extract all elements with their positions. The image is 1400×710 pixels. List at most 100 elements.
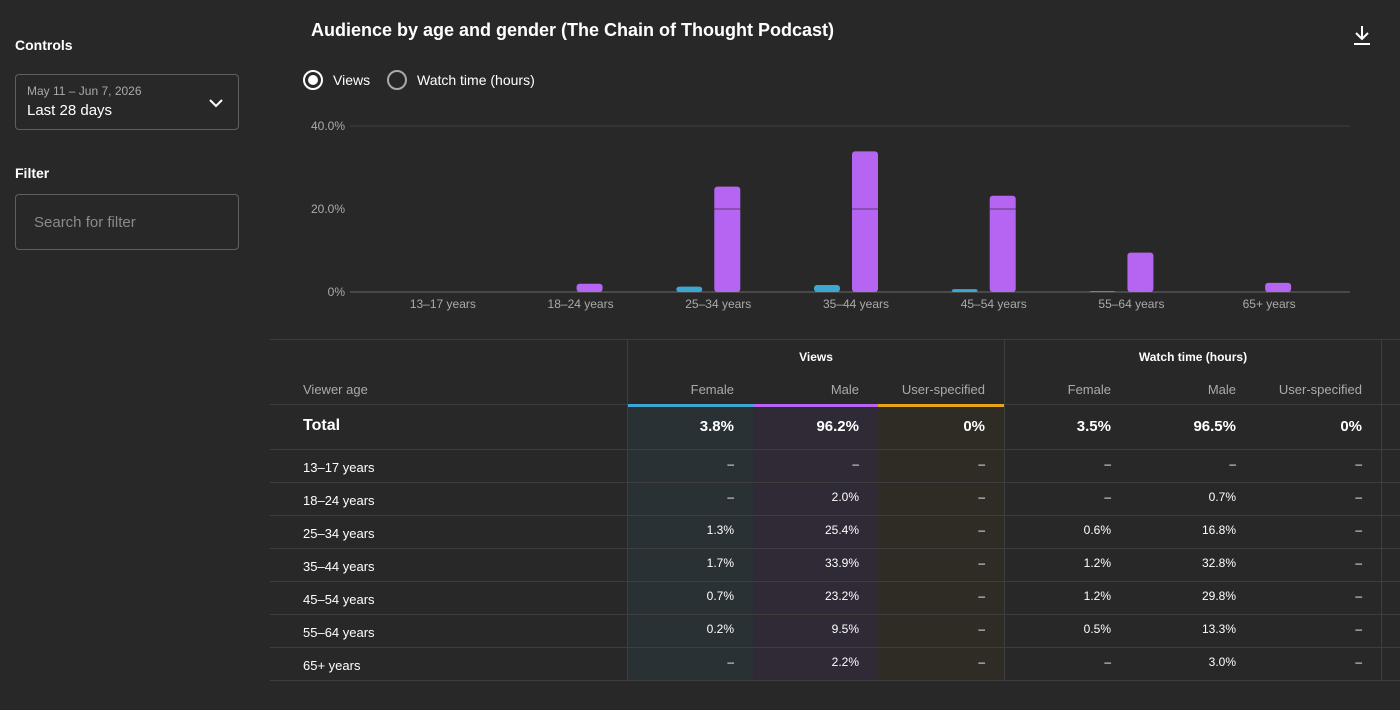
table-row-label: 45–54 years <box>303 592 375 607</box>
table-cell-views-female: 0.2% <box>706 622 734 636</box>
download-icon[interactable] <box>1350 23 1374 47</box>
table-cell-views-female: – <box>727 457 734 471</box>
table-divider-end <box>1381 339 1382 681</box>
table-row-divider <box>270 680 1400 681</box>
table-cell-views-user: – <box>978 490 985 504</box>
male-accent-bar <box>753 404 878 407</box>
total-watch-user: 0% <box>1340 418 1362 435</box>
table-divider-watch <box>1004 339 1005 681</box>
bar-male <box>714 186 741 292</box>
bar-female <box>814 284 840 292</box>
user-specified-views-band <box>878 405 1004 681</box>
table-cell-watch-user: – <box>1355 523 1362 537</box>
table-divider-views <box>627 339 628 681</box>
table-cell-views-male: 9.5% <box>831 622 859 636</box>
radio-watch-time[interactable]: Watch time (hours) <box>387 69 535 91</box>
col-header-watch-male[interactable]: Male <box>1207 382 1236 397</box>
table-row-divider <box>270 647 1400 648</box>
table-cell-views-female: 1.3% <box>706 523 734 537</box>
controls-title: Controls <box>15 37 73 53</box>
table-row-label: 13–17 years <box>303 460 375 475</box>
table-cell-watch-male: 16.8% <box>1201 523 1236 537</box>
table-cell-watch-male: 29.8% <box>1201 589 1236 603</box>
table-cell-watch-male: 0.7% <box>1208 490 1236 504</box>
table-cell-watch-user: – <box>1355 457 1362 471</box>
x-tick-label: 13–17 years <box>410 297 476 311</box>
table-cell-watch-male: – <box>1229 457 1236 471</box>
chevron-down-icon <box>209 99 223 108</box>
bar-male <box>852 151 878 292</box>
radio-views-label: Views <box>333 72 371 88</box>
table-cell-views-female: – <box>727 655 734 669</box>
table-row-label: 25–34 years <box>303 526 375 541</box>
table-row-label: 35–44 years <box>303 559 375 574</box>
table-cell-views-male: 2.2% <box>831 655 859 669</box>
y-tick-label: 20.0% <box>311 202 345 216</box>
table-cell-views-user: – <box>978 457 985 471</box>
table-cell-views-user: – <box>978 523 985 537</box>
filter-search-input[interactable] <box>17 196 237 248</box>
table-cell-views-user: – <box>978 622 985 636</box>
x-tick-label: 65+ years <box>1243 297 1296 311</box>
table-cell-watch-female: 1.2% <box>1083 589 1111 603</box>
table-row-label: 65+ years <box>303 658 361 673</box>
filter-search-box <box>15 194 239 250</box>
bar-female <box>676 286 703 292</box>
bar-male <box>1127 252 1154 292</box>
table-cell-views-female: 1.7% <box>706 556 734 570</box>
table-cell-views-male: 25.4% <box>824 523 859 537</box>
table-cell-watch-female: – <box>1104 490 1111 504</box>
table-cell-watch-female: – <box>1104 457 1111 471</box>
table-cell-views-user: – <box>978 655 985 669</box>
table-cell-views-user: – <box>978 556 985 570</box>
female-accent-bar <box>628 404 753 407</box>
table-row-label: 55–64 years <box>303 625 375 640</box>
y-tick-label: 40.0% <box>311 119 345 133</box>
col-header-views-male[interactable]: Male <box>830 382 859 397</box>
total-row-divider <box>270 449 1400 450</box>
table-cell-views-female: – <box>727 490 734 504</box>
table-cell-views-male: – <box>852 457 859 471</box>
total-watch-male: 96.5% <box>1193 418 1236 435</box>
bar-female <box>1089 291 1116 292</box>
total-row-label: Total <box>303 417 341 434</box>
col-header-watch-user[interactable]: User-specified <box>1278 382 1362 397</box>
filter-title: Filter <box>15 165 50 181</box>
table-top-divider <box>270 339 1400 340</box>
table-cell-views-user: – <box>978 589 985 603</box>
x-tick-label: 55–64 years <box>1098 297 1164 311</box>
col-header-views-female[interactable]: Female <box>690 382 734 397</box>
radio-views[interactable]: Views <box>303 69 370 91</box>
table-row-divider <box>270 515 1400 516</box>
bar-male <box>1265 282 1292 292</box>
table-cell-watch-female: 1.2% <box>1083 556 1111 570</box>
x-tick-label: 18–24 years <box>548 297 614 311</box>
date-range-dropdown[interactable]: May 11 – Jun 7, 2026 Last 28 days <box>15 74 239 130</box>
bar-male <box>989 195 1016 292</box>
table-row-divider <box>270 548 1400 549</box>
col-header-views-user[interactable]: User-specified <box>901 382 985 397</box>
table-row-divider <box>270 581 1400 582</box>
col-header-watch-female[interactable]: Female <box>1067 382 1111 397</box>
table-cell-watch-female: – <box>1104 655 1111 669</box>
group-header-watch: Watch time (hours) <box>1138 350 1248 364</box>
total-watch-female: 3.5% <box>1076 418 1111 435</box>
date-range-text: May 11 – Jun 7, 2026 <box>27 84 142 98</box>
x-tick-label: 35–44 years <box>823 297 889 311</box>
table-cell-views-female: 0.7% <box>706 589 734 603</box>
total-views-male: 96.2% <box>816 418 859 435</box>
table-cell-watch-user: – <box>1355 622 1362 636</box>
bar-female <box>951 289 978 292</box>
total-views-female: 3.8% <box>699 418 734 435</box>
table-row-divider <box>270 482 1400 483</box>
table-cell-views-male: 23.2% <box>824 589 859 603</box>
table-cell-views-male: 33.9% <box>824 556 859 570</box>
table-row-label: 18–24 years <box>303 493 375 508</box>
table-cell-watch-male: 13.3% <box>1201 622 1236 636</box>
total-views-user: 0% <box>963 418 985 435</box>
bar-male <box>576 283 603 292</box>
radio-watch-time-label: Watch time (hours) <box>417 72 535 88</box>
male-views-band <box>753 405 878 681</box>
radio-watch-time-circle <box>387 70 407 90</box>
x-tick-label: 25–34 years <box>685 297 751 311</box>
